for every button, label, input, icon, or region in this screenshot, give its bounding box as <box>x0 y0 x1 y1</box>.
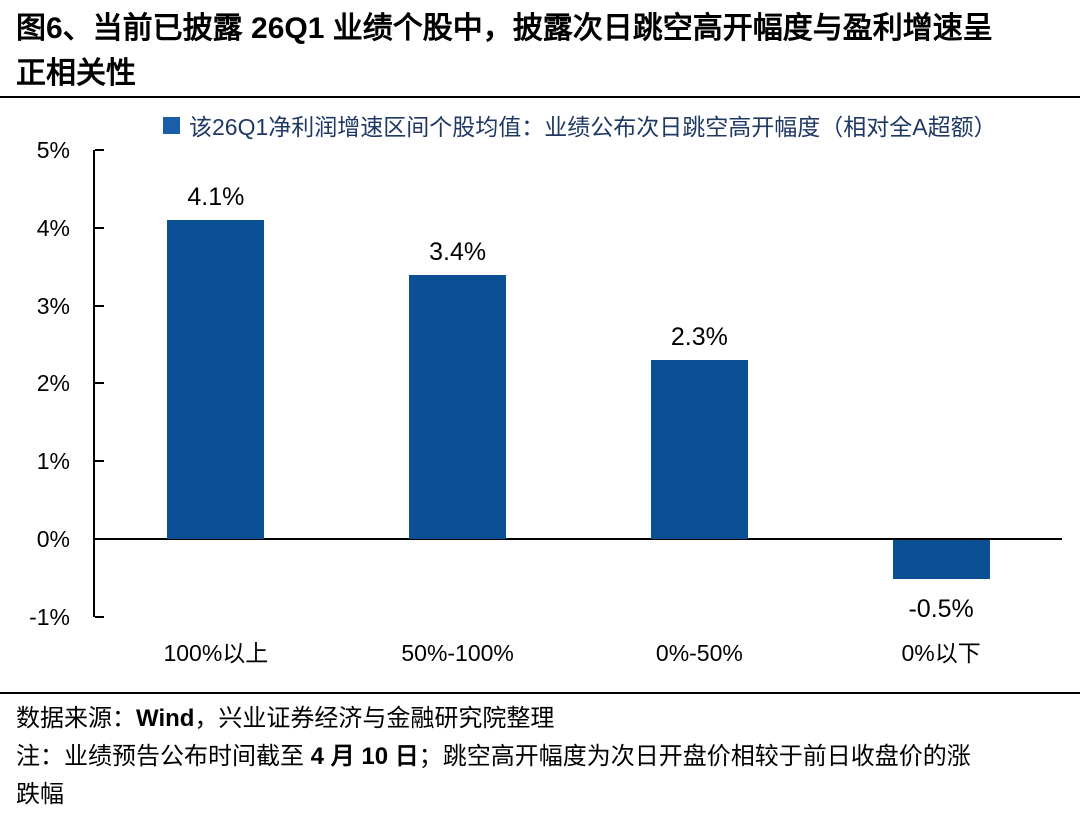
figure-title: 图6、当前已披露 26Q1 业绩个股中，披露次日跳空高开幅度与盈利增速呈正相关性 <box>16 12 993 90</box>
bar-value-label: 3.4% <box>429 237 487 266</box>
y-axis-tick <box>95 149 104 151</box>
y-tick-label: 3% <box>36 292 70 319</box>
category-label: 100%以上 <box>163 640 269 666</box>
footnote-prefix: 注：业绩预告公布时间截至 <box>16 743 311 770</box>
category-label: 50%-100% <box>401 640 514 666</box>
footer-separator <box>0 692 1080 694</box>
source-suffix: ，兴业证券经济与金融研究院整理 <box>194 705 555 732</box>
source-provider: Wind <box>136 705 195 732</box>
legend-color-swatch <box>163 116 180 134</box>
y-tick-label: 2% <box>36 370 70 397</box>
category-label: 0%-50% <box>655 640 743 666</box>
bar <box>167 220 265 540</box>
source-label: 数据来源： <box>16 705 136 732</box>
legend-series-label: 该26Q1净利润增速区间个股均值：业绩公布次日跳空高开幅度（相对全A超额） <box>189 114 997 140</box>
y-tick-label: 1% <box>36 448 70 475</box>
bar <box>650 360 748 540</box>
footnote-line: 注：业绩预告公布时间截至 4 月 10 日；跳空高开幅度为次日开盘价相较于前日收… <box>16 738 986 814</box>
bar-value-label: 4.1% <box>187 183 245 212</box>
footnote-date: 4 月 10 日 <box>310 743 419 770</box>
title-separator <box>0 96 1080 98</box>
data-source-line: 数据来源：Wind，兴业证券经济与金融研究院整理 <box>16 700 1064 738</box>
y-axis-tick <box>95 382 104 385</box>
footer: 数据来源：Wind，兴业证券经济与金融研究院整理 注：业绩预告公布时间截至 4 … <box>0 694 1080 814</box>
y-axis-tick <box>95 460 104 463</box>
y-tick-label: 5% <box>36 137 70 163</box>
bar-value-label: 2.3% <box>670 323 728 352</box>
y-axis-tick <box>95 615 104 618</box>
bar <box>892 540 990 580</box>
y-tick-label: -1% <box>29 603 70 630</box>
y-axis-line <box>93 150 95 617</box>
zero-baseline <box>95 538 1062 541</box>
bar <box>409 274 507 540</box>
category-label: 0%以下 <box>901 640 981 666</box>
y-axis-tick <box>95 304 104 307</box>
y-tick-label: 0% <box>36 526 70 553</box>
y-axis-tick <box>95 226 104 229</box>
footnote-suffix: ；跳空高开幅度为次日开盘价相较于前日收盘价的涨跌幅 <box>16 743 971 808</box>
chart-legend: 该26Q1净利润增速区间个股均值：业绩公布次日跳空高开幅度（相对全A超额） <box>163 108 997 142</box>
y-tick-label: 4% <box>36 214 70 241</box>
bar-chart: 该26Q1净利润增速区间个股均值：业绩公布次日跳空高开幅度（相对全A超额） 5%… <box>0 98 1080 692</box>
bar-value-label: -0.5% <box>908 595 974 624</box>
